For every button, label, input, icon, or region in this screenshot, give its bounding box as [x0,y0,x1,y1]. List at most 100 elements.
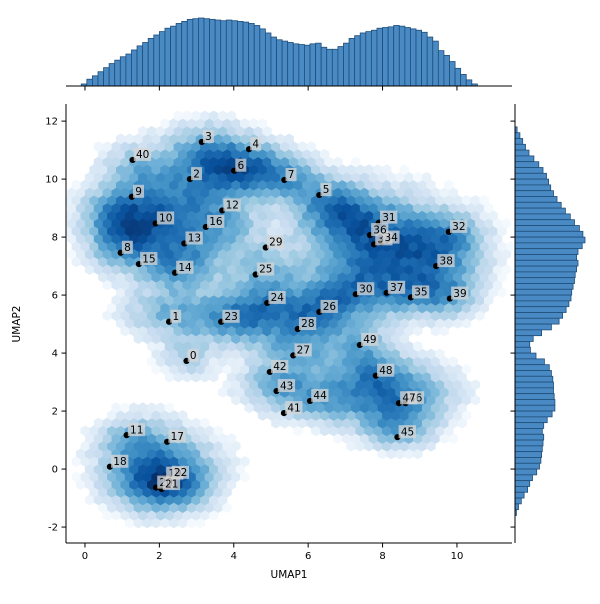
right-hist-bar [514,219,575,226]
centroid-label-17: 17 [171,431,184,443]
hexbin-cell [297,141,308,153]
centroid-label-21: 21 [165,478,178,490]
top-hist-bar [359,32,367,87]
hexbin-cell [71,471,81,483]
top-hist-bar [432,40,439,87]
hexbin-cell [191,110,201,122]
top-hist-bar [415,29,423,87]
centroid-label-27: 27 [297,345,310,357]
centroid-label-29: 29 [269,237,282,249]
centroid-label-41: 41 [287,402,300,414]
centroid-label-box-37 [387,280,406,294]
right-hist-bar [514,306,567,313]
centroid-label-14: 14 [178,262,192,274]
top-hist-bar [248,23,255,87]
right-hist-bar [514,312,563,319]
centroid-label-15: 15 [142,253,155,265]
right-hist-bar [514,138,524,145]
right-hist-bar [514,445,543,453]
y-tick-label: 10 [45,175,58,186]
right-hist-bar [514,207,566,215]
hexbin-cell [102,141,113,153]
centroid-label-10: 10 [159,213,172,225]
centroid-label-39: 39 [453,288,466,300]
centroid-label-38: 38 [440,255,453,267]
centroid-label-box-14 [176,260,194,274]
right-hist-bar [514,236,586,244]
right-hist-bar [514,172,547,180]
centroid-label-45: 45 [401,426,414,438]
hexbin-cell [399,164,410,176]
centroid-label-box-42 [271,359,289,373]
y-tick-label: 6 [52,291,58,302]
hexbin-cell [240,456,250,467]
top-hist-bar [259,28,266,87]
top-hist-bar [365,31,372,87]
centroid-label-box-2 [191,167,203,181]
y-tick-label: 2 [52,407,58,418]
hexbin-cell [138,402,148,414]
top-hist-bar [304,44,311,87]
hexbin-cell [200,110,210,122]
top-hist-bar [382,27,389,87]
right-hist-bar [514,161,540,168]
top-hist-bar [175,23,183,87]
centroid-label-box-18 [111,454,129,468]
centroid-label-30: 30 [359,283,372,295]
hexbin-cell [501,218,512,229]
hexbin-cell [413,171,423,183]
hexbin-cell [160,118,170,130]
top-hist-bar [86,78,93,87]
hexbin-cell [426,348,436,360]
top-hist-bar [203,18,210,87]
hexbin-cell [421,171,432,183]
hexbin-cell [217,110,228,122]
centroid-label-4: 4 [252,138,259,150]
right-hist-bar [514,283,574,290]
centroid-label-6: 6 [238,160,245,172]
y-tick-label: 0 [52,465,58,476]
top-hist-bar [225,19,233,87]
right-hist-bar [514,300,570,308]
top-hist-bar [331,48,339,87]
top-hist-bar [437,50,445,87]
centroid-label-box-0 [187,348,199,362]
centroid-label-8: 8 [124,242,131,254]
centroid-label-box-35 [412,285,430,299]
centroid-label-box-11 [127,423,146,437]
hexbin-cell [191,417,201,429]
top-hist-bar [103,67,110,87]
centroid-label-box-12 [223,198,241,212]
top-hist-bar [242,21,250,87]
top-hist-bar [398,25,406,87]
right-hist-bar [514,184,552,192]
top-hist-bar [421,31,428,87]
top-hist-bar [164,27,171,87]
right-hist-bar [514,399,556,406]
centroid-label-box-44 [311,388,329,402]
centroid-label-13: 13 [188,233,201,245]
right-hist-bar [514,254,577,261]
centroid-label-box-7 [285,167,297,181]
centroid-label-box-17 [168,429,186,443]
right-hist-bar [514,149,530,157]
right-hist-bar [514,381,554,389]
hexbin-cell [138,125,148,137]
top-hist-bar [393,25,400,87]
right-hist-bar [514,474,533,482]
centroid-label-48: 48 [379,365,392,377]
top-hist-bar [354,35,361,87]
right-hist-bar [514,294,572,302]
top-hist-bar [370,29,378,87]
right-hist-bar [514,288,573,296]
top-hist-bar [320,46,328,87]
right-hist-bar [514,248,579,255]
centroid-label-16: 16 [209,216,223,228]
right-hist-bar [514,410,553,418]
right-hist-bar [514,404,556,412]
hexbin-cell [306,141,316,153]
hexbin-cell [93,141,104,153]
top-hist-bar [92,75,99,87]
centroid-label-box-30 [356,282,375,296]
top-hist-bar [376,27,383,87]
